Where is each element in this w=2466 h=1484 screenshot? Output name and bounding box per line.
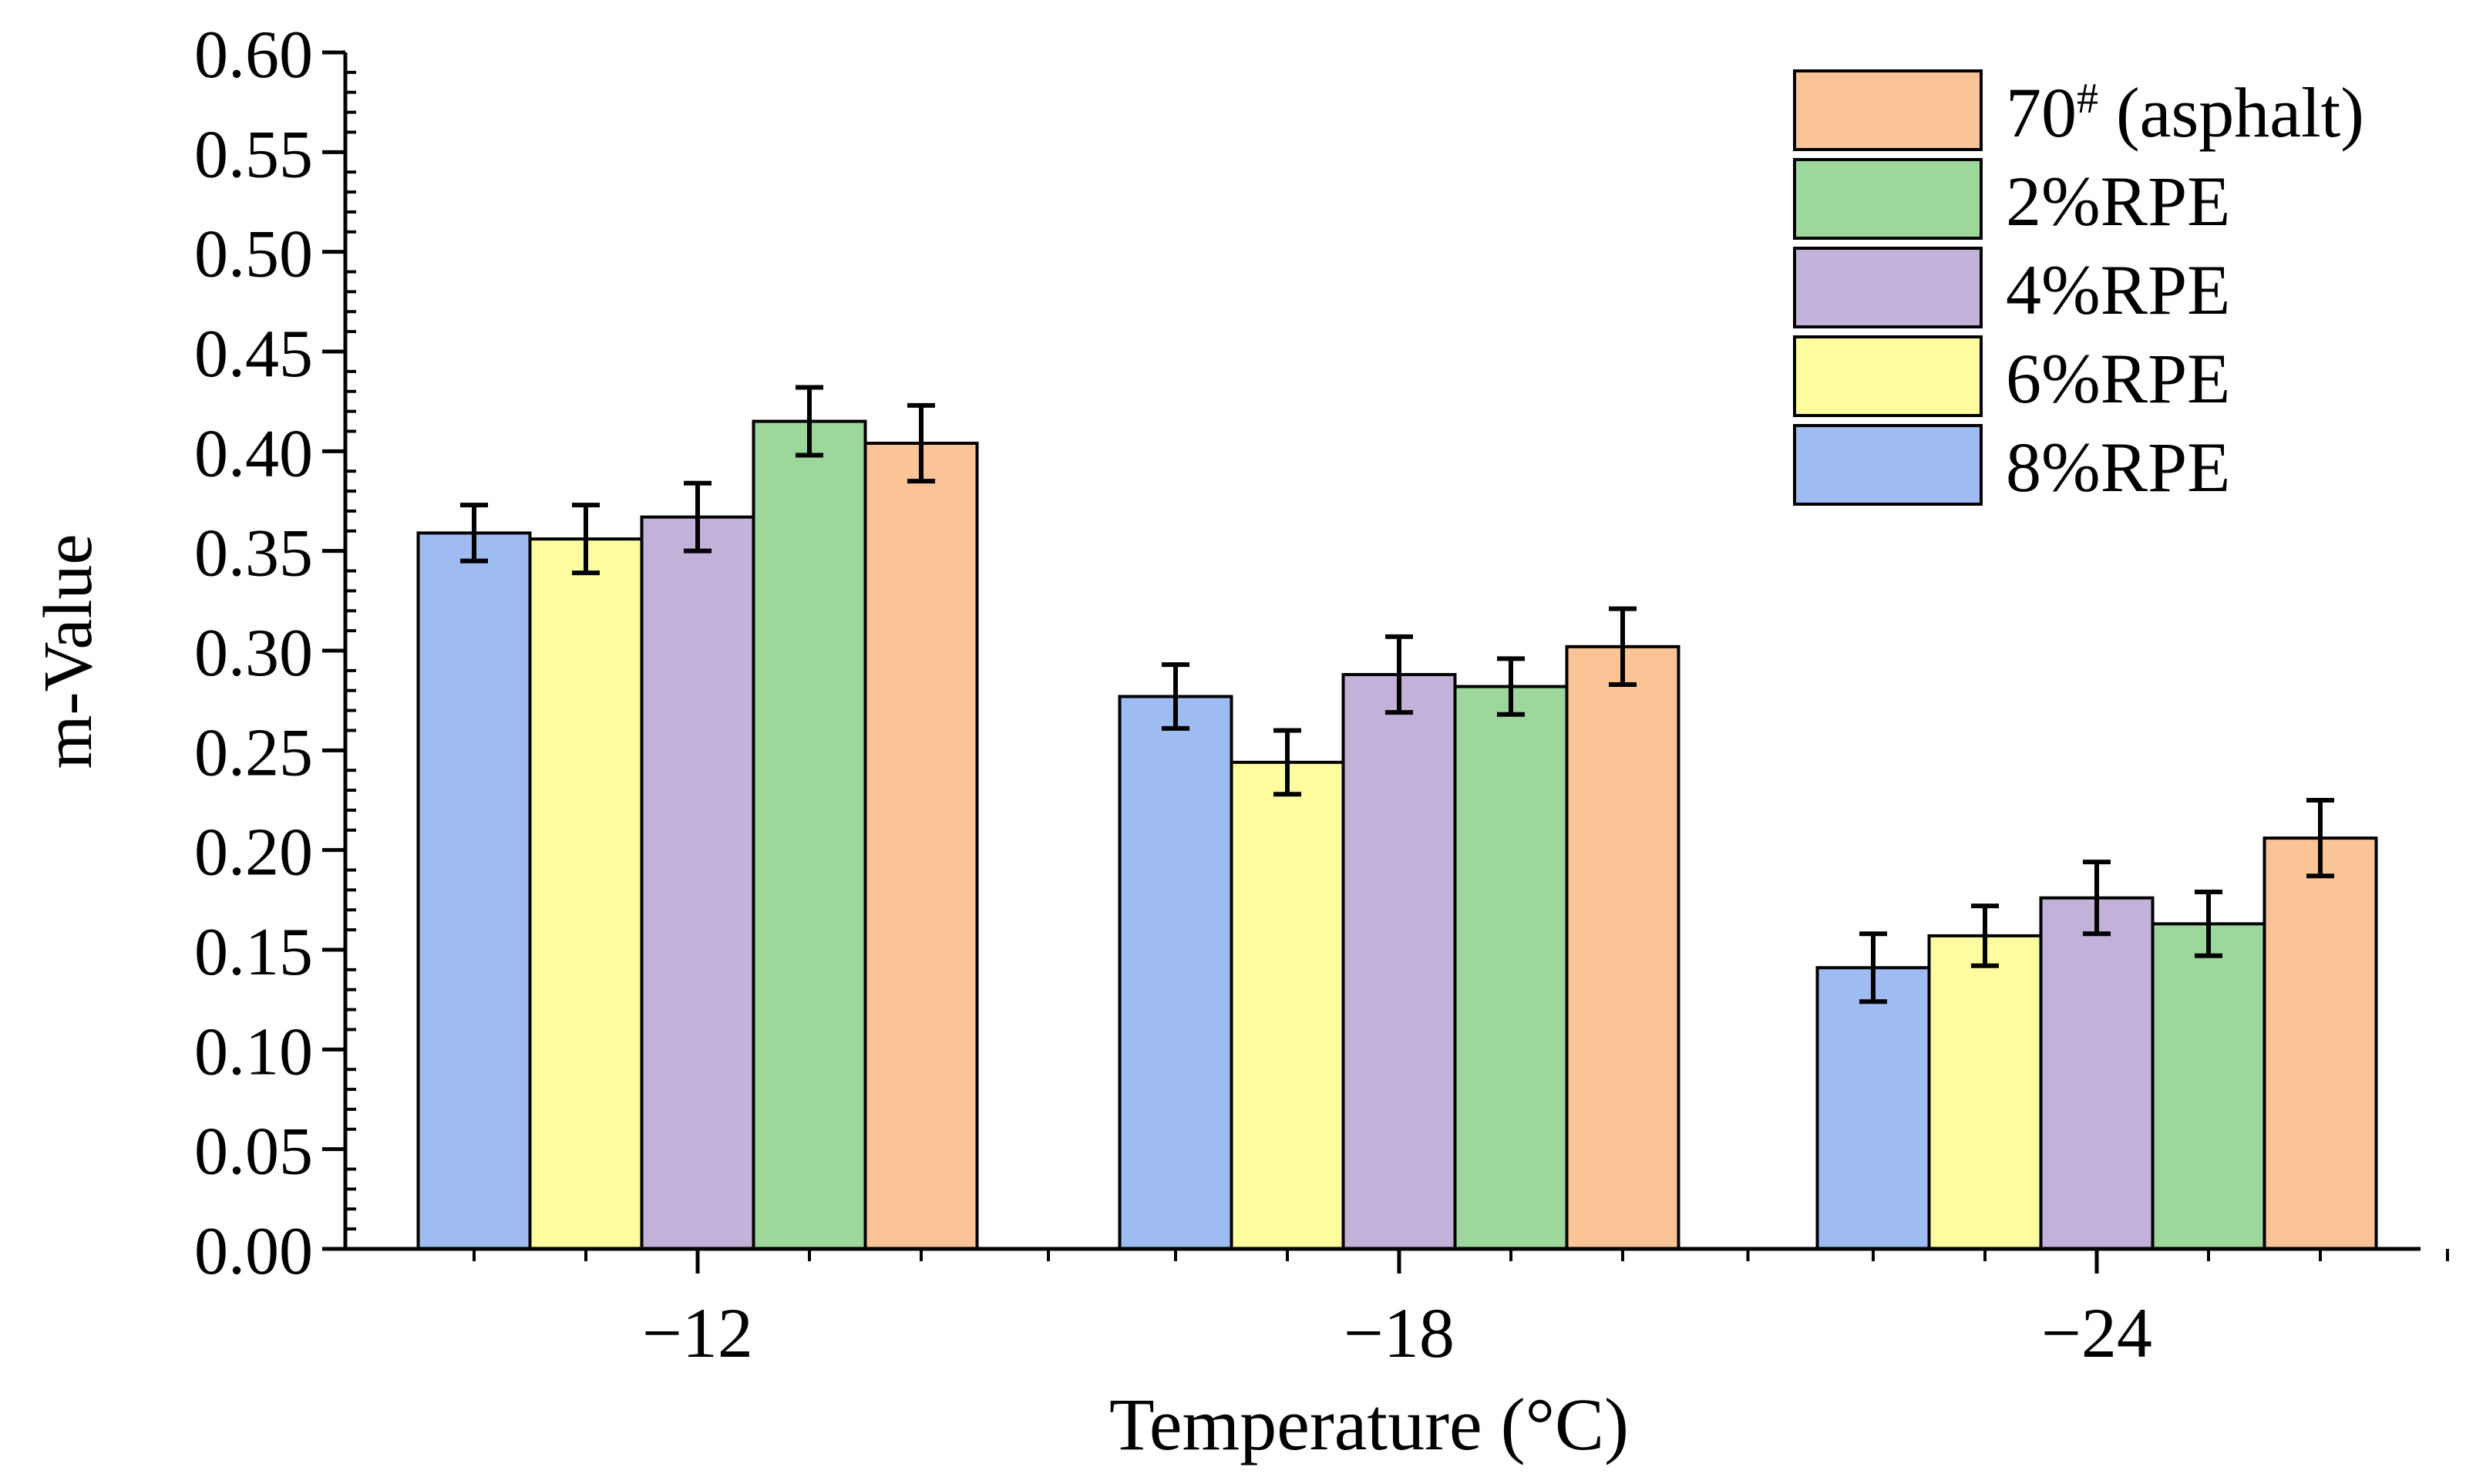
y-tick-label: 0.30 bbox=[194, 616, 313, 691]
error-bar-0-0 bbox=[460, 503, 488, 564]
y-tick-label: 0.55 bbox=[194, 117, 313, 192]
legend-item: 2%RPE bbox=[1793, 158, 2230, 241]
bar-8-rpe-0 bbox=[416, 531, 532, 1250]
error-bar-0-1 bbox=[1162, 662, 1189, 731]
y-tick-label: 0.10 bbox=[194, 1015, 313, 1089]
y-tick-label: 0.05 bbox=[194, 1115, 313, 1190]
y-tick-label: 0.60 bbox=[194, 18, 313, 93]
legend-swatch bbox=[1793, 69, 1983, 151]
y-tick-label: 0.40 bbox=[194, 416, 313, 491]
error-bar-1-1 bbox=[1273, 728, 1301, 797]
bar-70-asphalt--1 bbox=[1565, 644, 1680, 1250]
legend-swatch bbox=[1793, 335, 1983, 417]
legend-label: 2%RPE bbox=[2006, 162, 2230, 241]
x-tick-label: −18 bbox=[1344, 1294, 1455, 1372]
bar-2-rpe-2 bbox=[2151, 922, 2266, 1250]
error-bar-2-0 bbox=[684, 480, 712, 554]
y-tick-label: 0.35 bbox=[194, 517, 313, 591]
legend-item: 70# (asphalt) bbox=[1793, 69, 2364, 152]
y-ticks-layer: 0.00 0.05 0.10 0.15 0.20 0.25 0.30 0.35 0.40 0.45… bbox=[194, 18, 356, 1289]
bar-2-rpe-1 bbox=[1453, 685, 1569, 1250]
error-bar-2-1 bbox=[1385, 634, 1413, 715]
x-axis-label: Temperature (°C) bbox=[1109, 1383, 1629, 1465]
legend-item: 6%RPE bbox=[1793, 335, 2230, 418]
error-bar-3-2 bbox=[2195, 889, 2222, 958]
error-bar-1-2 bbox=[1971, 904, 1999, 968]
bar-4-rpe-0 bbox=[640, 515, 755, 1250]
x-tick-label: −12 bbox=[642, 1294, 753, 1372]
legend-label: 70# (asphalt) bbox=[2006, 73, 2364, 152]
legend-label: 8%RPE bbox=[2006, 428, 2230, 506]
y-tick-label: 0.50 bbox=[194, 217, 313, 292]
error-bar-4-1 bbox=[1609, 606, 1637, 687]
bar-6-rpe-0 bbox=[528, 537, 644, 1250]
legend-item: 8%RPE bbox=[1793, 424, 2230, 506]
bars-layer bbox=[416, 419, 2378, 1251]
legend: 70# (asphalt) 2%RPE 4%RPE 6%RPE 8%RPE bbox=[1793, 69, 2364, 506]
legend-label: 6%RPE bbox=[2006, 339, 2230, 418]
legend-swatch bbox=[1793, 424, 1983, 506]
error-bar-0-2 bbox=[1859, 931, 1887, 1004]
error-bars-layer bbox=[460, 385, 2334, 1004]
error-bar-4-0 bbox=[907, 402, 935, 484]
error-bar-2-2 bbox=[2083, 860, 2111, 937]
error-bar-3-1 bbox=[1497, 656, 1525, 717]
bar-8-rpe-1 bbox=[1118, 695, 1233, 1250]
bar-70-asphalt--0 bbox=[863, 441, 979, 1250]
legend-item: 4%RPE bbox=[1793, 247, 2230, 329]
bar-4-rpe-2 bbox=[2039, 896, 2155, 1251]
legend-swatch bbox=[1793, 247, 1983, 328]
x-tick-label: −24 bbox=[2041, 1294, 2152, 1372]
x-ticks-layer: −12 −18 −24 bbox=[473, 1249, 2449, 1372]
y-tick-label: 0.20 bbox=[194, 816, 313, 890]
y-axis-label: m-Value bbox=[30, 534, 106, 769]
y-tick-label: 0.25 bbox=[194, 715, 313, 790]
bar-6-rpe-1 bbox=[1230, 760, 1345, 1250]
legend-swatch bbox=[1793, 158, 1983, 240]
legend-label: 4%RPE bbox=[2006, 251, 2230, 329]
y-tick-label: 0.00 bbox=[194, 1214, 313, 1289]
bar-6-rpe-2 bbox=[1927, 934, 2043, 1250]
error-bar-3-0 bbox=[796, 385, 823, 458]
error-bar-1-0 bbox=[572, 503, 600, 576]
error-bar-4-2 bbox=[2306, 798, 2334, 879]
y-tick-label: 0.15 bbox=[194, 915, 313, 990]
bar-2-rpe-0 bbox=[752, 419, 867, 1250]
bar-70-asphalt--2 bbox=[2262, 836, 2378, 1250]
bar-4-rpe-1 bbox=[1341, 673, 1457, 1250]
bar-8-rpe-2 bbox=[1815, 966, 1931, 1251]
y-tick-label: 0.45 bbox=[194, 317, 313, 392]
